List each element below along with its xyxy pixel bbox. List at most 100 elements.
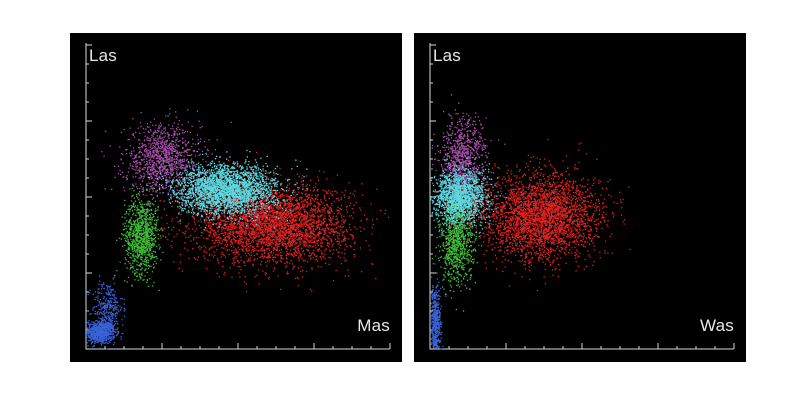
scatter-point (172, 140, 175, 142)
scatter-point (161, 133, 163, 135)
scatter-point (93, 337, 95, 339)
scatter-point (269, 227, 272, 230)
scatter-point (263, 213, 265, 215)
scatter-point (172, 160, 174, 162)
scatter-point (108, 336, 110, 338)
scatter-point (147, 247, 149, 249)
scatter-point (140, 217, 142, 219)
scatter-point (169, 142, 172, 145)
scatter-point (165, 184, 167, 186)
scatter-point (265, 249, 267, 251)
scatter-point (163, 136, 165, 138)
scatter-point (147, 235, 150, 238)
scatter-point (146, 254, 148, 256)
scatter-point (282, 219, 284, 221)
scatter-point (348, 198, 350, 200)
scatter-point (120, 233, 123, 235)
scatter-point (205, 160, 207, 163)
scatter-point (252, 228, 254, 230)
scatter-point (184, 247, 186, 249)
scatter-point (134, 259, 136, 262)
scatter-point (268, 212, 270, 214)
scatter-point (335, 215, 337, 217)
scatter-point (272, 243, 274, 245)
scatter-point (177, 141, 179, 143)
scatter-point (94, 310, 97, 312)
scatter-point (288, 253, 290, 255)
scatter-point (104, 188, 106, 190)
scatter-point (173, 130, 175, 132)
scatter-point (306, 216, 309, 218)
scatter-point (138, 156, 140, 158)
scatter-point (137, 208, 139, 210)
scatter-point (217, 244, 219, 246)
scatter-point (159, 158, 161, 160)
scatter-point (293, 235, 295, 237)
scatter-point (148, 253, 150, 255)
scatter-point (149, 249, 152, 251)
scatter-point (90, 331, 92, 333)
scatter-point (96, 334, 99, 336)
scatter-point (162, 188, 164, 190)
scatter-point (93, 326, 95, 328)
scatter-point (175, 139, 178, 141)
scatter-point (175, 179, 177, 181)
scatter-point (95, 328, 97, 330)
scatter-point (145, 245, 148, 247)
scatter-point (273, 233, 275, 236)
scatter-point (245, 215, 247, 217)
scatter-point (91, 328, 94, 330)
scatter-point (142, 241, 144, 243)
scatter-point (90, 313, 92, 315)
scatter-point (113, 324, 116, 326)
scatter-point (276, 211, 278, 214)
scatter-point (174, 134, 176, 136)
scatter-point (251, 217, 253, 219)
scatter-point (125, 235, 128, 237)
scatter-point (145, 268, 147, 270)
scatter-point (205, 229, 207, 231)
scatter-point (141, 251, 143, 253)
scatter-point (312, 228, 315, 230)
scatter-point (108, 335, 110, 337)
scatter-point (129, 163, 131, 165)
scatter-point (235, 250, 238, 252)
scatter-point (218, 222, 220, 224)
scatter-point (305, 195, 308, 198)
scatter-point (160, 173, 163, 175)
scatter-point (101, 337, 103, 339)
scatter-point (368, 245, 370, 247)
scatter-point (155, 227, 157, 230)
scatter-point (136, 239, 138, 241)
scatter-point (172, 140, 174, 142)
scatter-point (146, 166, 148, 169)
scatter-point (87, 332, 89, 335)
scatter-point (256, 245, 258, 248)
scatter-point (113, 342, 116, 344)
scatter-point (231, 204, 233, 206)
scatter-point (288, 215, 291, 217)
scatter-point (268, 223, 270, 225)
scatter-point (109, 332, 112, 335)
scatter-point (167, 124, 170, 126)
scatter-point (116, 311, 118, 313)
scatter-point (143, 237, 146, 239)
scatter-point (343, 257, 345, 259)
scatter-point (287, 224, 289, 227)
scatter-point (150, 156, 152, 159)
scatter-point (207, 150, 209, 152)
scatter-point (124, 199, 126, 202)
scatter-point (179, 153, 181, 155)
scatter-point (143, 263, 145, 265)
scatter-point (208, 220, 211, 222)
scatter-point (290, 213, 292, 215)
scatter-point (101, 344, 103, 346)
scatter-point (208, 231, 211, 233)
scatter-point (342, 221, 345, 224)
scatter-point (185, 166, 187, 169)
scatter-point (96, 327, 98, 329)
scatter-point (150, 169, 152, 171)
scatter-point (95, 296, 97, 298)
scatter-point (147, 285, 149, 287)
scatter-point (145, 228, 148, 230)
